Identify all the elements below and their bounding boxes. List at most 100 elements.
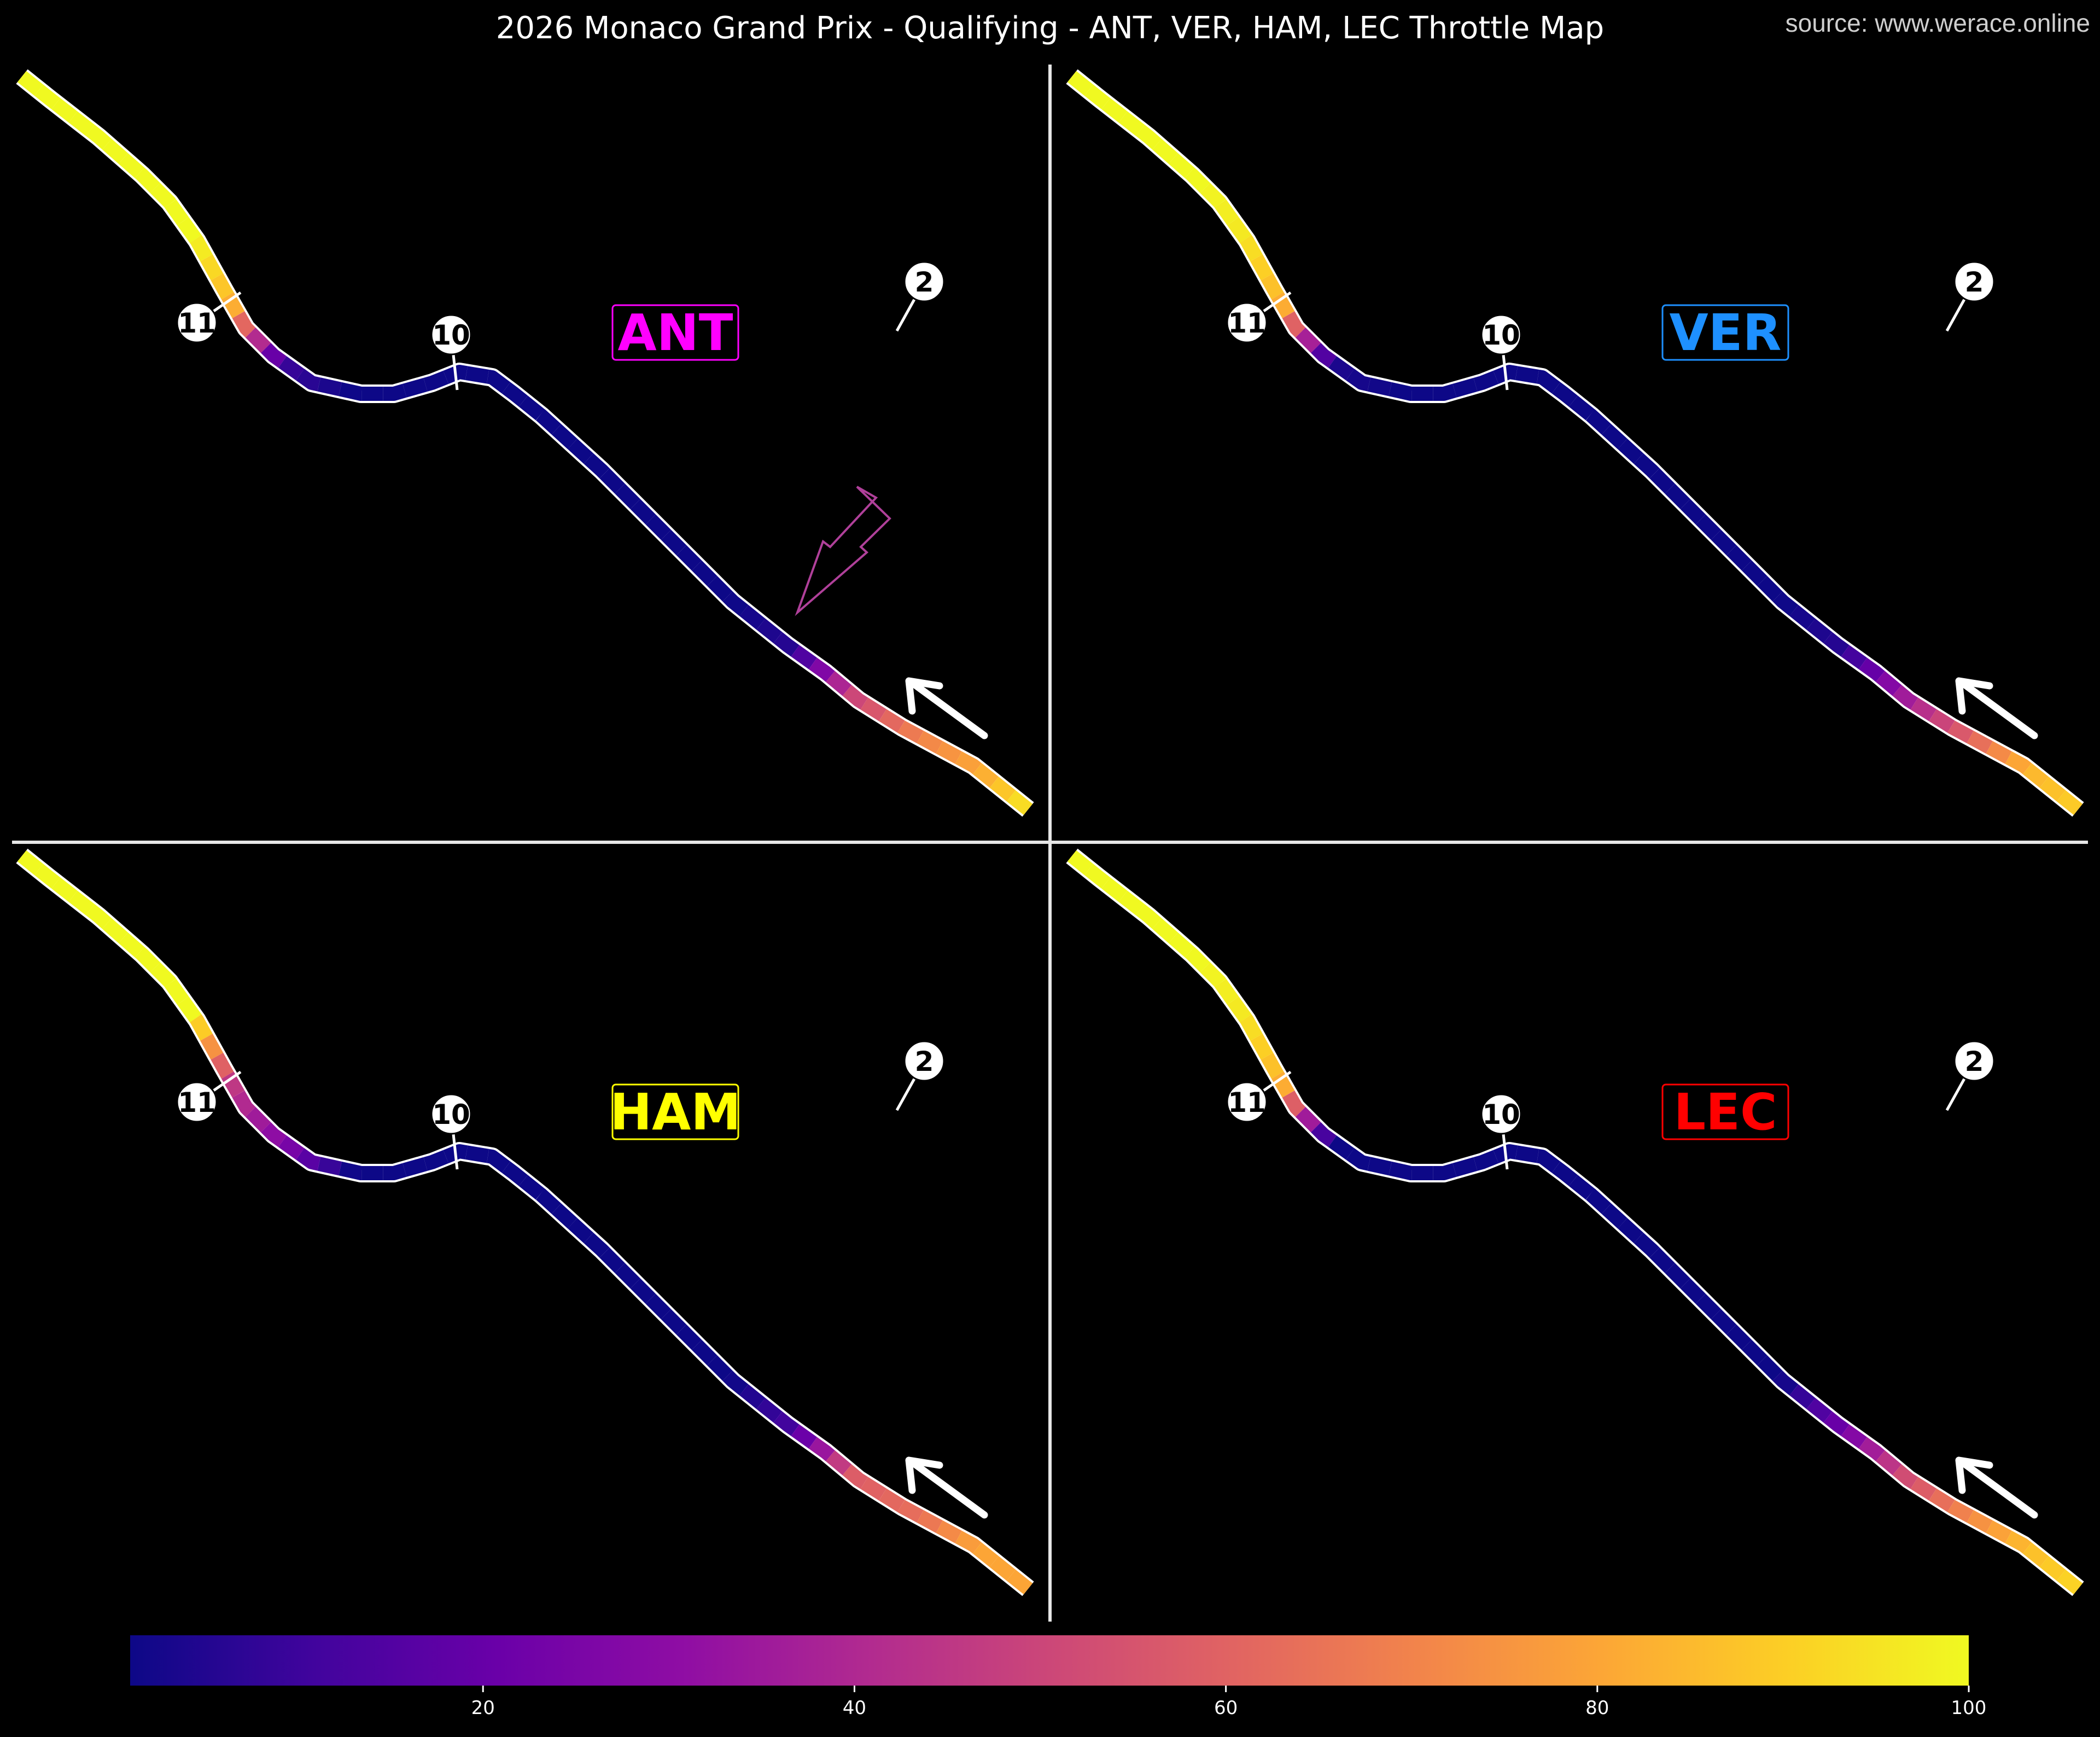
throttle-trace <box>1067 71 2083 815</box>
throttle-segment <box>1346 1148 1371 1171</box>
throttle-segment <box>707 1355 733 1381</box>
throttle-segment <box>465 1145 489 1163</box>
throttle-segment <box>1346 369 1371 392</box>
throttle-segment <box>135 167 160 193</box>
panel-ant: 2 10 11 ANT <box>16 69 1034 817</box>
throttle-segment <box>1680 499 1706 524</box>
throttle-segment <box>1084 84 1111 109</box>
throttle-trace <box>1067 850 2083 1595</box>
throttle-segment <box>1473 370 1499 392</box>
throttle-segment <box>68 890 95 916</box>
throttle-segment <box>86 904 112 929</box>
throttle-segment <box>1215 978 1239 1005</box>
throttle-segment <box>917 731 943 754</box>
turn-11-label: 11 <box>178 307 216 339</box>
throttle-segment <box>645 1293 672 1320</box>
colorbar-tick-label: 60 <box>1214 1697 1238 1719</box>
turn-2-marker <box>1953 261 1995 302</box>
throttle-segment <box>317 1157 342 1176</box>
throttle-segment <box>296 369 321 392</box>
driver-badge-box <box>1661 1083 1789 1140</box>
highlight-arrow <box>795 486 891 616</box>
throttle-segment <box>534 409 562 435</box>
throttle-segment <box>895 1500 924 1523</box>
throttle-segment <box>2056 1570 2083 1595</box>
throttle-segment <box>1858 657 1885 682</box>
throttle-segment <box>211 1052 234 1079</box>
throttle-segment <box>1515 1145 1539 1163</box>
throttle-segment <box>1841 645 1868 669</box>
throttle-segment <box>1945 1500 1974 1523</box>
throttle-segment <box>1452 377 1478 398</box>
throttle-segment <box>1067 850 1094 875</box>
throttle-segment <box>1772 591 1799 616</box>
throttle-segment <box>1823 1411 1850 1436</box>
throttle-segment <box>1118 890 1145 916</box>
throttle-segment <box>177 996 202 1023</box>
driver-code: LEC <box>1674 1083 1777 1141</box>
throttle-segment <box>245 1106 271 1133</box>
throttle-segment <box>2022 1542 2049 1567</box>
throttle-segment <box>1649 1248 1675 1273</box>
direction-arrow-shaft <box>909 680 988 739</box>
panel-ver: 2 10 11 VER <box>1066 69 2084 817</box>
throttle-segment <box>691 560 718 586</box>
throttle-segment <box>825 1450 852 1476</box>
throttle-segment <box>860 697 886 721</box>
throttle-segment <box>402 1157 428 1177</box>
throttle-segment <box>1006 790 1033 815</box>
throttle-segment <box>135 947 160 972</box>
throttle-segment <box>1493 365 1518 384</box>
driver-code: ANT <box>618 304 733 362</box>
throttle-segment <box>1367 1157 1392 1176</box>
throttle-segment <box>1726 545 1752 571</box>
throttle-segment <box>1929 709 1955 733</box>
throttle-segment <box>1757 1355 1783 1381</box>
throttle-segment <box>1601 424 1628 450</box>
throttle-segment <box>1841 1424 1868 1449</box>
throttle-segment <box>485 1149 511 1173</box>
throttle-segment <box>630 1278 656 1304</box>
throttle-segment <box>1568 1175 1595 1200</box>
throttle-segment <box>756 1398 783 1423</box>
throttle-segment <box>501 382 528 407</box>
colorbar-tick-label: 40 <box>843 1697 866 1719</box>
throttle-segment <box>1601 1203 1628 1229</box>
throttle-segment <box>443 365 468 384</box>
throttle-segment <box>383 1163 407 1180</box>
throttle-segment <box>756 619 783 644</box>
throttle-segment <box>1665 483 1690 509</box>
driver-code: HAM <box>610 1083 741 1141</box>
throttle-segment <box>34 84 61 109</box>
throttle-segment <box>842 685 868 710</box>
throttle-segment <box>1250 1034 1274 1060</box>
throttle-segment <box>1240 234 1263 261</box>
driver-panels: 2 10 11 ANT 2 10 11 VER 2 10 11 HAM 2 10 11 LEC <box>16 69 2084 1596</box>
throttle-segment <box>551 1203 578 1229</box>
throttle-segment <box>1227 217 1252 243</box>
throttle-segment <box>739 605 766 630</box>
throttle-segment <box>584 1232 610 1258</box>
throttle-segment <box>1250 254 1274 281</box>
throttle-segment <box>102 138 129 164</box>
turn-11-marker <box>1226 1081 1268 1123</box>
throttle-segment <box>317 377 342 397</box>
throttle-segment <box>1649 468 1675 494</box>
throttle-segment <box>518 395 545 421</box>
source-credit: source: www.werace.online <box>1786 9 2090 37</box>
turn-10-label: 10 <box>1482 1099 1520 1130</box>
throttle-segment <box>808 1437 835 1461</box>
throttle-segment <box>1929 1488 1955 1512</box>
throttle-segment <box>86 125 112 150</box>
direction-arrow-head <box>1955 677 1993 715</box>
throttle-segment <box>423 370 449 392</box>
throttle-segment <box>825 671 852 696</box>
colorbar-gradient <box>130 1635 1969 1686</box>
throttle-segment <box>1136 904 1162 929</box>
throttle-segment <box>1535 369 1561 394</box>
throttle-segment <box>1711 529 1737 556</box>
throttle-segment <box>645 514 672 540</box>
throttle-segment <box>68 111 95 136</box>
throttle-segment <box>842 1464 868 1489</box>
turn-2-label: 2 <box>915 266 934 298</box>
